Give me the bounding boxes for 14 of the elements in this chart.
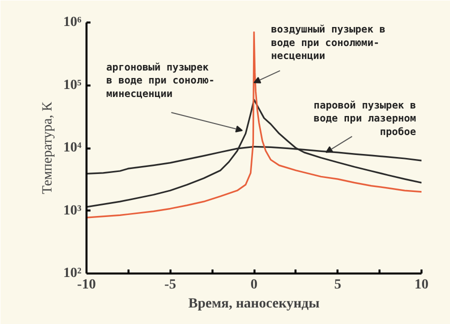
x-tick-label: -5 <box>164 278 176 292</box>
line-series <box>86 98 422 208</box>
x-axis-title: Время, наносекунды <box>188 296 320 312</box>
annotation: паровой пузырек в воде при лазерном пробое <box>314 100 416 138</box>
x-tick-label: 0 <box>250 278 258 292</box>
x-tick-label: 10 <box>414 278 428 292</box>
y-tick-label: 10⁵ <box>63 78 82 93</box>
x-tick-label: 5 <box>334 278 342 292</box>
y-tick-label: 10³ <box>63 203 82 218</box>
y-tick-label: 10⁶ <box>63 15 82 30</box>
y-tick-label: 10⁴ <box>63 140 82 156</box>
annotation: аргоновый пузырек в воде при сонолю- минесценции <box>106 62 215 100</box>
annotation: воздушный пузырек в воде при сонолюми- несценции <box>271 24 386 62</box>
y-axis-title: Температура, К <box>40 101 56 194</box>
